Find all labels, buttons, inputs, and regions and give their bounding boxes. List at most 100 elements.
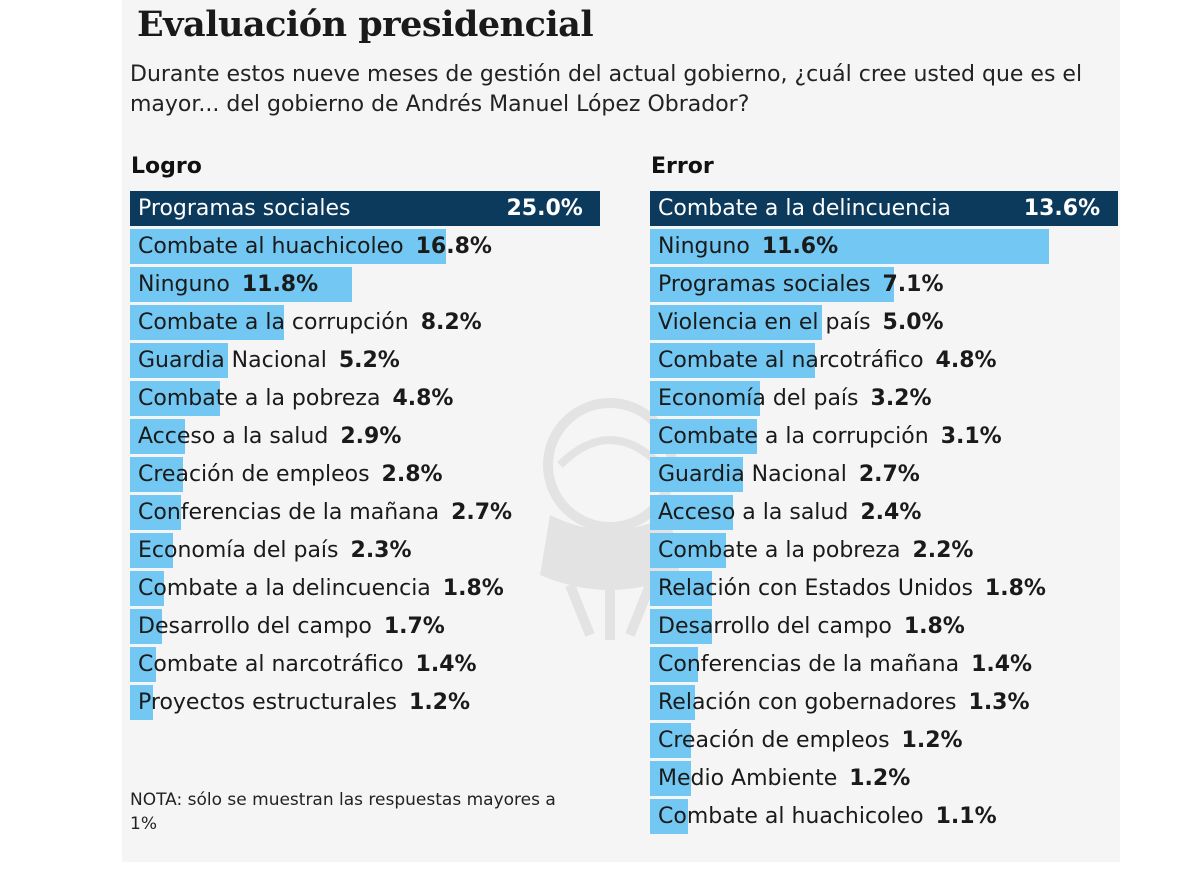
error-category-label: Ninguno xyxy=(658,234,750,259)
logro-bar-label: Combate al narcotráfico 1.4% xyxy=(138,646,477,684)
error-bar-label: Relación con gobernadores 1.3% xyxy=(658,684,1030,722)
logro-category-label: Conferencias de la mañana xyxy=(138,500,440,525)
logro-bar-row: Combate al narcotráfico 1.4% xyxy=(130,646,610,682)
logro-bar xyxy=(130,533,174,568)
error-bar-label: Acceso a la salud 2.4% xyxy=(658,494,921,532)
logro-category-label: Guardia Nacional xyxy=(138,348,327,373)
error-value-label: 4.8% xyxy=(935,348,997,373)
logro-bar xyxy=(130,495,181,530)
logro-bar-label: Combate a la corrupción 8.2% xyxy=(138,304,482,342)
logro-bar xyxy=(130,267,352,302)
logro-value-label: 8.2% xyxy=(420,310,482,335)
error-bar-label: Programas sociales 7.1% xyxy=(658,266,944,304)
error-bar xyxy=(650,457,743,492)
logro-bar xyxy=(130,571,164,606)
logro-bar-row: Combate al huachicoleo 16.8% xyxy=(130,228,610,264)
logro-bar-row: Guardia Nacional 5.2% xyxy=(130,342,610,378)
logro-value-label: 5.2% xyxy=(338,348,400,373)
logro-bar-row: Desarrollo del campo 1.7% xyxy=(130,608,610,644)
error-value-label: 1.8% xyxy=(984,576,1046,601)
error-value-label: 1.2% xyxy=(901,728,963,753)
error-bar xyxy=(650,419,757,454)
logro-bar-label: Ninguno 11.8% xyxy=(138,266,318,304)
logro-category-label: Proyectos estructurales xyxy=(138,690,398,715)
error-category-label: Violencia en el país xyxy=(658,310,871,335)
logro-value-label: 2.3% xyxy=(350,538,412,563)
error-bar-row: Combate a la pobreza 2.2% xyxy=(650,532,1130,568)
error-value-label: 1.3% xyxy=(968,690,1030,715)
error-bar-row: Combate a la delincuencia 13.6% xyxy=(650,190,1130,226)
error-bar-label: Conferencias de la mañana 1.4% xyxy=(658,646,1032,684)
page-title: Evaluación presidencial xyxy=(137,4,594,45)
error-bar xyxy=(650,343,816,378)
logro-category-label: Economía del país xyxy=(138,538,339,563)
error-category-label: Creación de empleos xyxy=(658,728,890,753)
error-category-label: Guardia Nacional xyxy=(658,462,847,487)
error-value-label: 1.2% xyxy=(849,766,911,791)
error-category-label: Programas sociales xyxy=(658,272,871,297)
error-category-label: Relación con gobernadores xyxy=(658,690,957,715)
error-value-label: 3.2% xyxy=(870,386,932,411)
error-bar-label: Combate al narcotráfico 4.8% xyxy=(658,342,997,380)
error-bar xyxy=(650,647,699,682)
error-value-label: 3.1% xyxy=(940,424,1002,449)
error-bar-row: Creación de empleos 1.2% xyxy=(650,722,1130,758)
logro-category-label: Combate al huachicoleo xyxy=(138,234,404,259)
error-bar-row: Conferencias de la mañana 1.4% xyxy=(650,646,1130,682)
error-bar-row: Desarrollo del campo 1.8% xyxy=(650,608,1130,644)
logro-value-label: 2.7% xyxy=(451,500,513,525)
error-value-label: 1.1% xyxy=(935,804,997,829)
error-bar-label: Combate a la delincuencia 13.6% xyxy=(658,190,1100,228)
error-bar xyxy=(650,685,695,720)
error-value-label: 1.4% xyxy=(971,652,1033,677)
error-category-label: Medio Ambiente xyxy=(658,766,838,791)
logro-category-label: Acceso a la salud xyxy=(138,424,329,449)
error-value-label: 2.4% xyxy=(860,500,922,525)
error-bar xyxy=(650,609,712,644)
error-bar-label: Creación de empleos 1.2% xyxy=(658,722,963,760)
logro-bar-row: Combate a la pobreza 4.8% xyxy=(130,380,610,416)
error-column-title: Error xyxy=(651,154,714,179)
logro-value-label: 25.0% xyxy=(506,196,583,221)
logro-value-label: 1.7% xyxy=(383,614,445,639)
error-category-label: Combate a la pobreza xyxy=(658,538,901,563)
error-bar-label: Combate a la corrupción 3.1% xyxy=(658,418,1002,456)
error-bar-row: Economía del país 3.2% xyxy=(650,380,1130,416)
logro-bar-label: Creación de empleos 2.8% xyxy=(138,456,443,494)
error-value-label: 5.0% xyxy=(882,310,944,335)
error-bar-row: Acceso a la salud 2.4% xyxy=(650,494,1130,530)
logro-bar xyxy=(130,343,228,378)
error-category-label: Acceso a la salud xyxy=(658,500,849,525)
logro-bar-row: Creación de empleos 2.8% xyxy=(130,456,610,492)
logro-bar-label: Combate a la delincuencia 1.8% xyxy=(138,570,504,608)
error-category-label: Relación con Estados Unidos xyxy=(658,576,973,601)
logro-bar-row: Programas sociales 25.0% xyxy=(130,190,610,226)
logro-bar-row: Conferencias de la mañana 2.7% xyxy=(130,494,610,530)
error-bar-row: Combate a la corrupción 3.1% xyxy=(650,418,1130,454)
error-category-label: Conferencias de la mañana xyxy=(658,652,960,677)
error-category-label: Combate a la corrupción xyxy=(658,424,929,449)
error-bar-label: Combate a la pobreza 2.2% xyxy=(658,532,973,570)
logro-category-label: Combate a la delincuencia xyxy=(138,576,431,601)
logro-category-label: Combate al narcotráfico xyxy=(138,652,404,677)
error-category-label: Combate al narcotráfico xyxy=(658,348,924,373)
error-bar xyxy=(650,381,761,416)
error-bar-label: Violencia en el país 5.0% xyxy=(658,304,944,342)
error-bar-row: Combate al huachicoleo 1.1% xyxy=(650,798,1130,834)
logro-category-label: Combate a la corrupción xyxy=(138,310,409,335)
logro-column-title: Logro xyxy=(131,154,202,179)
error-value-label: 2.2% xyxy=(912,538,974,563)
logro-bar-row: Combate a la corrupción 8.2% xyxy=(130,304,610,340)
error-bar xyxy=(650,267,895,302)
error-bar xyxy=(650,799,688,834)
chart-panel xyxy=(122,0,1120,862)
logro-bar xyxy=(130,609,162,644)
error-category-label: Economía del país xyxy=(658,386,859,411)
error-category-label: Combate al huachicoleo xyxy=(658,804,924,829)
logro-bar-label: Proyectos estructurales 1.2% xyxy=(138,684,470,722)
error-bar-label: Relación con Estados Unidos 1.8% xyxy=(658,570,1046,608)
logro-bar-label: Combate al huachicoleo 16.8% xyxy=(138,228,492,266)
logro-category-label: Creación de empleos xyxy=(138,462,370,487)
error-value-label: 13.6% xyxy=(1023,196,1101,221)
logro-category-label: Programas sociales xyxy=(138,196,351,221)
